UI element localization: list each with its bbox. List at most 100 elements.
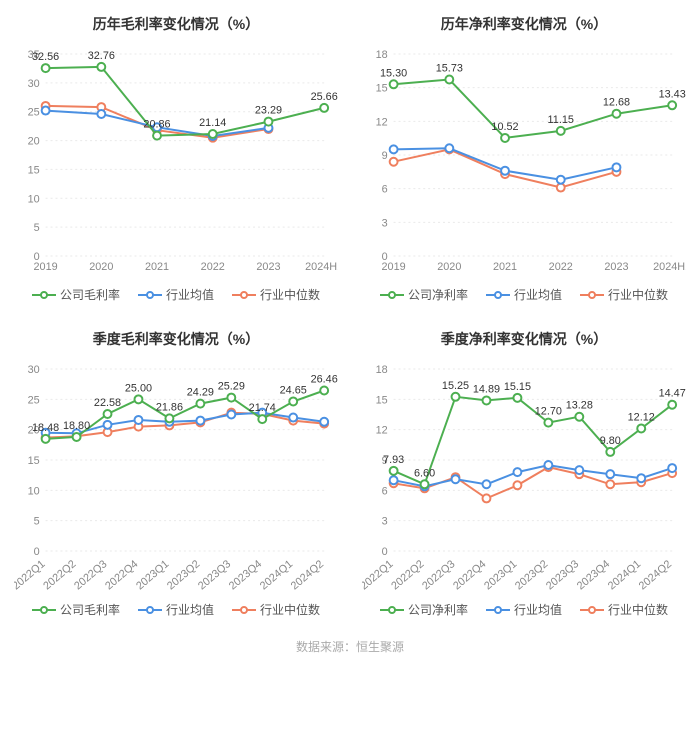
svg-text:2023Q4: 2023Q4 — [575, 558, 612, 592]
legend-swatch-icon — [138, 604, 162, 616]
chart-title: 历年净利率变化情况（%） — [354, 6, 694, 40]
svg-text:21.14: 21.14 — [199, 117, 226, 129]
svg-text:15: 15 — [28, 455, 40, 467]
svg-text:2021: 2021 — [145, 261, 169, 273]
legend-item: 行业均值 — [138, 601, 214, 618]
legend-item: 行业中位数 — [580, 286, 668, 303]
svg-text:15.25: 15.25 — [442, 380, 469, 392]
svg-text:2023Q4: 2023Q4 — [227, 558, 264, 592]
legend: 公司毛利率 行业均值 行业中位数 — [6, 280, 346, 313]
svg-text:11.15: 11.15 — [548, 114, 574, 126]
legend-label: 行业中位数 — [608, 601, 668, 618]
svg-text:24.29: 24.29 — [187, 387, 214, 399]
legend-swatch-icon — [380, 604, 404, 616]
svg-text:2021: 2021 — [493, 261, 517, 273]
legend-swatch-icon — [580, 604, 604, 616]
svg-text:2024Q1: 2024Q1 — [258, 558, 295, 592]
svg-text:25.29: 25.29 — [218, 381, 245, 393]
legend-item: 公司毛利率 — [32, 601, 120, 618]
svg-text:18: 18 — [376, 49, 388, 61]
svg-text:14.47: 14.47 — [659, 388, 686, 400]
svg-text:2022Q3: 2022Q3 — [72, 558, 109, 592]
svg-text:2022: 2022 — [201, 261, 225, 273]
legend-swatch-icon — [380, 289, 404, 301]
svg-text:2022Q1: 2022Q1 — [362, 558, 396, 592]
svg-text:26.46: 26.46 — [311, 373, 338, 385]
svg-text:7.93: 7.93 — [383, 454, 404, 466]
legend-item: 行业中位数 — [232, 601, 320, 618]
svg-text:6.60: 6.60 — [414, 467, 435, 479]
svg-text:2022: 2022 — [549, 261, 573, 273]
legend-item: 行业均值 — [486, 601, 562, 618]
svg-text:12.68: 12.68 — [603, 97, 630, 109]
legend-label: 行业均值 — [166, 601, 214, 618]
svg-text:30: 30 — [28, 78, 40, 90]
svg-text:2020: 2020 — [437, 261, 461, 273]
legend-item: 行业均值 — [486, 286, 562, 303]
svg-text:2023Q3: 2023Q3 — [196, 558, 233, 592]
svg-text:2022Q1: 2022Q1 — [14, 558, 48, 592]
svg-text:18.80: 18.80 — [63, 420, 90, 432]
svg-text:15: 15 — [28, 164, 40, 176]
svg-text:25: 25 — [28, 107, 40, 119]
svg-text:5: 5 — [34, 516, 40, 528]
svg-text:2022Q2: 2022Q2 — [389, 558, 426, 592]
svg-text:12.70: 12.70 — [535, 406, 562, 418]
svg-text:20.86: 20.86 — [143, 119, 170, 131]
svg-text:10: 10 — [28, 193, 40, 205]
svg-text:2022Q3: 2022Q3 — [420, 558, 457, 592]
plot-area: 05101520253035201920202021202220232024H1… — [6, 40, 346, 280]
svg-text:18: 18 — [376, 364, 388, 376]
chart-title: 历年毛利率变化情况（%） — [6, 6, 346, 40]
chart-svg-quarter-gross: 0510152025302022Q12022Q22022Q32022Q42023… — [14, 355, 338, 595]
legend-swatch-icon — [32, 289, 56, 301]
svg-text:10.52: 10.52 — [491, 121, 518, 133]
svg-text:15.73: 15.73 — [436, 62, 463, 74]
svg-text:12: 12 — [376, 425, 388, 437]
legend-swatch-icon — [138, 289, 162, 301]
legend-label: 行业均值 — [514, 601, 562, 618]
legend: 公司毛利率 行业均值 行业中位数 — [6, 595, 346, 628]
svg-text:5: 5 — [34, 222, 40, 234]
panel-quarter-gross: 季度毛利率变化情况（%） 0510152025302022Q12022Q2202… — [6, 321, 346, 628]
legend-label: 公司毛利率 — [60, 601, 120, 618]
svg-text:25.00: 25.00 — [125, 382, 152, 394]
panel-annual-net: 历年净利率变化情况（%） 036912151820192020202120222… — [354, 6, 694, 313]
svg-text:2023Q3: 2023Q3 — [544, 558, 581, 592]
chart-svg-annual-net: 0369121518201920202021202220232024H115.3… — [362, 40, 686, 280]
svg-text:2022Q4: 2022Q4 — [103, 558, 140, 592]
legend-label: 公司净利率 — [408, 601, 468, 618]
legend-swatch-icon — [232, 289, 256, 301]
svg-text:10: 10 — [28, 485, 40, 497]
svg-text:15: 15 — [376, 83, 388, 95]
svg-text:2023: 2023 — [604, 261, 628, 273]
legend-label: 公司净利率 — [408, 286, 468, 303]
svg-text:2023Q1: 2023Q1 — [134, 558, 171, 592]
svg-text:12.12: 12.12 — [628, 411, 655, 423]
plot-area: 0369121518201920202021202220232024H115.3… — [354, 40, 694, 280]
svg-text:2024Q2: 2024Q2 — [289, 558, 326, 592]
legend-label: 公司毛利率 — [60, 286, 120, 303]
svg-text:2024Q2: 2024Q2 — [637, 558, 674, 592]
svg-text:14.89: 14.89 — [473, 383, 500, 395]
data-source-footer: 数据来源：恒生聚源 — [0, 632, 700, 665]
svg-text:23.29: 23.29 — [255, 105, 282, 117]
svg-text:32.76: 32.76 — [88, 50, 115, 62]
svg-text:15.30: 15.30 — [380, 67, 407, 79]
legend-swatch-icon — [486, 289, 510, 301]
svg-text:9: 9 — [382, 150, 388, 162]
svg-text:24.65: 24.65 — [280, 384, 307, 396]
legend: 公司净利率 行业均值 行业中位数 — [354, 595, 694, 628]
svg-text:25.66: 25.66 — [311, 91, 338, 103]
svg-text:3: 3 — [382, 516, 388, 528]
svg-text:2022Q2: 2022Q2 — [41, 558, 78, 592]
legend-item: 行业均值 — [138, 286, 214, 303]
legend-label: 行业中位数 — [260, 286, 320, 303]
svg-text:2023Q2: 2023Q2 — [165, 558, 202, 592]
legend-swatch-icon — [32, 604, 56, 616]
legend-swatch-icon — [580, 289, 604, 301]
legend-label: 行业中位数 — [608, 286, 668, 303]
svg-text:2024H1: 2024H1 — [653, 261, 686, 273]
svg-text:15: 15 — [376, 394, 388, 406]
legend-item: 公司净利率 — [380, 601, 468, 618]
